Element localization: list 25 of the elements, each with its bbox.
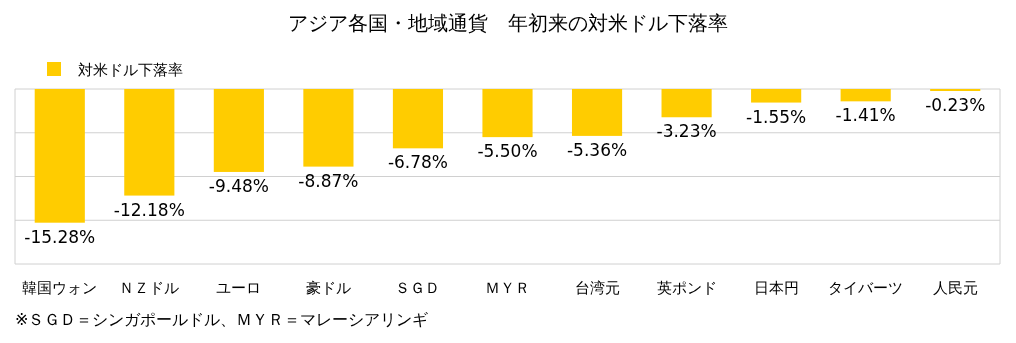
x-tick-label: ＮＺドル [119,279,180,297]
data-label: -15.28% [24,226,96,247]
x-tick-label: 人民元 [932,279,978,297]
data-label: -5.36% [566,139,628,160]
data-label: -1.41% [835,105,896,126]
x-tick-label: 英ポンド [656,279,717,297]
data-label: -9.48% [208,175,269,196]
data-label: -12.18% [113,199,185,220]
x-tick-label: ユーロ [216,279,262,297]
data-label: -5.50% [477,141,538,162]
data-label: -6.78% [387,152,449,173]
data-label: -8.87% [298,170,359,191]
x-tick-label: 韓国ウォン [22,279,98,297]
legend-label: 対米ドル下落率 [78,61,183,79]
x-tick-label: 豪ドル [305,279,351,297]
x-tick-label: ＳＧＤ [395,279,441,297]
x-tick-label: 日本円 [753,279,799,297]
x-tick-label: タイバーツ [828,279,904,297]
data-label: -3.23% [656,121,717,142]
x-tick-label: 台湾元 [574,279,620,297]
x-tick-label: ＭＹＲ [485,279,530,297]
data-label: -1.55% [746,106,807,127]
chart-title: アジア各国・地域通貨 年初来の対米ドル下落率 [288,11,728,35]
text: ※ＳＧＤ＝シンガポールドル、ＭＹＲ＝マレーシアリンギ [15,310,429,329]
data-label: -0.23% [925,95,986,116]
